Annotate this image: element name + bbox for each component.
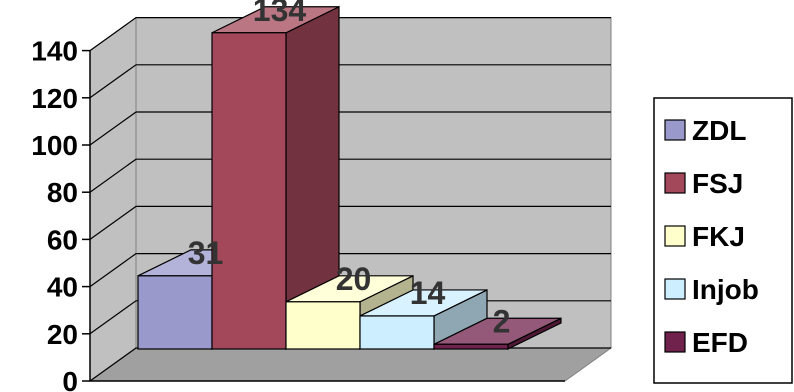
bar-front [285,301,361,350]
gridline [89,158,611,193]
legend-item-injob: Injob [664,274,759,305]
y-tick-label: 140 [31,36,78,67]
bar-fsj [211,5,340,350]
bar-front [433,343,509,350]
y-tick-label: 120 [31,83,78,114]
legend-swatch [664,331,686,353]
legend-label: Injob [692,274,759,305]
y-tick-label: 80 [47,177,78,208]
bar-injob [359,288,488,350]
legend-item-efd: EFD [664,327,748,358]
data-labels: 31 134 20 14 2 [188,0,511,339]
y-tick-label: 60 [47,224,78,255]
y-tick-label: 40 [47,272,78,303]
bar-front [359,315,435,350]
legend-swatch [664,172,686,194]
y-axis-tick-labels: 0 20 40 60 80 100 120 140 [31,36,78,392]
data-label-fkj: 20 [336,261,372,297]
bars [137,5,562,350]
side-wall [89,16,137,382]
gridline [89,111,611,146]
bar-front [211,32,287,350]
y-tick-label: 100 [31,130,78,161]
legend-label: EFD [692,327,748,358]
legend-item-fsj: FSJ [664,168,743,199]
axes [82,49,565,382]
legend-label: FKJ [692,221,745,252]
legend-item-zdl: ZDL [664,115,746,146]
gridline [89,64,611,99]
legend-swatch [664,225,686,247]
gridline [89,17,611,52]
legend-swatch [664,119,686,141]
data-label-injob: 14 [410,275,446,311]
data-label-efd: 2 [493,303,511,339]
bar-front [137,275,213,350]
legend: ZDL FSJ FKJ Injob EFD [653,97,793,384]
legend-label: ZDL [692,115,746,146]
legend-swatch [664,278,686,300]
data-label-fsj: 134 [253,0,307,28]
data-label-zdl: 31 [188,235,224,271]
gridline [89,205,611,240]
floor [88,347,613,382]
y-tick-label: 20 [47,319,78,350]
gridline [89,253,611,288]
legend-label: FSJ [692,168,743,199]
y-tick-label: 0 [62,366,78,392]
bar-efd [433,317,562,350]
legend-item-fkj: FKJ [664,221,745,252]
